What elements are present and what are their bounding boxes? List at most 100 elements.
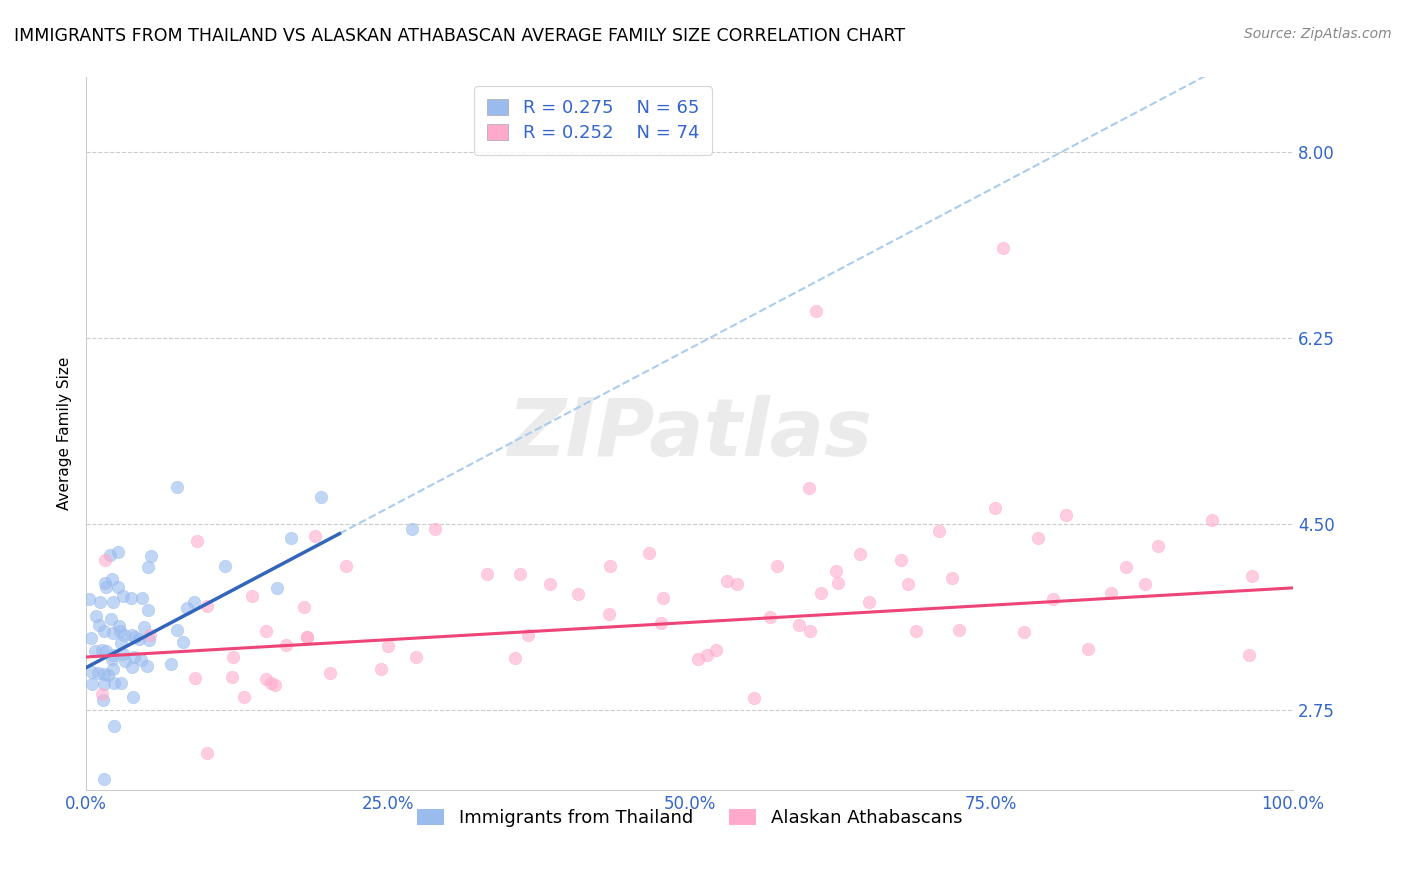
Point	[716, 574, 738, 588]
Point	[475, 566, 498, 581]
Point	[517, 627, 540, 641]
Point	[567, 587, 589, 601]
Point	[509, 566, 531, 581]
Point	[80, 631, 103, 645]
Point	[138, 628, 160, 642]
Point	[91, 643, 114, 657]
Point	[1115, 560, 1137, 574]
Point	[1201, 513, 1223, 527]
Legend: Immigrants from Thailand, Alaskan Athabascans: Immigrants from Thailand, Alaskan Athaba…	[411, 802, 969, 834]
Point	[122, 690, 145, 705]
Point	[292, 599, 315, 614]
Point	[254, 672, 277, 686]
Point	[1240, 569, 1263, 583]
Point	[377, 640, 399, 654]
Point	[129, 653, 152, 667]
Point	[136, 659, 159, 673]
Point	[599, 559, 621, 574]
Point	[1077, 642, 1099, 657]
Point	[405, 649, 427, 664]
Point	[101, 573, 124, 587]
Point	[184, 671, 207, 685]
Point	[101, 595, 124, 609]
Point	[221, 669, 243, 683]
Point	[166, 480, 188, 494]
Point	[652, 591, 675, 605]
Point	[1042, 592, 1064, 607]
Point	[103, 662, 125, 676]
Text: IMMIGRANTS FROM THAILAND VS ALASKAN ATHABASCAN AVERAGE FAMILY SIZE CORRELATION C: IMMIGRANTS FROM THAILAND VS ALASKAN ATHA…	[14, 27, 905, 45]
Point	[110, 636, 132, 650]
Point	[128, 632, 150, 646]
Point	[101, 652, 124, 666]
Point	[82, 665, 104, 679]
Point	[758, 610, 780, 624]
Point	[93, 667, 115, 681]
Point	[696, 648, 718, 662]
Point	[87, 617, 110, 632]
Point	[93, 772, 115, 787]
Point	[94, 553, 117, 567]
Point	[172, 635, 194, 649]
Point	[598, 607, 620, 622]
Point	[240, 589, 263, 603]
Point	[335, 558, 357, 573]
Point	[948, 623, 970, 637]
Point	[254, 624, 277, 638]
Point	[138, 633, 160, 648]
Point	[890, 553, 912, 567]
Point	[108, 619, 131, 633]
Point	[97, 668, 120, 682]
Point	[96, 644, 118, 658]
Point	[93, 624, 115, 638]
Point	[787, 617, 810, 632]
Point	[195, 599, 218, 613]
Point	[742, 691, 765, 706]
Point	[638, 546, 661, 560]
Point	[221, 650, 243, 665]
Point	[370, 663, 392, 677]
Point	[107, 544, 129, 558]
Point	[183, 595, 205, 609]
Point	[214, 558, 236, 573]
Point	[993, 241, 1015, 255]
Point	[1146, 539, 1168, 553]
Point	[120, 591, 142, 605]
Point	[101, 626, 124, 640]
Point	[280, 531, 302, 545]
Point	[84, 644, 107, 658]
Point	[319, 665, 342, 680]
Point	[166, 623, 188, 637]
Point	[825, 564, 848, 578]
Point	[297, 630, 319, 644]
Point	[195, 746, 218, 760]
Point	[295, 630, 318, 644]
Point	[111, 648, 134, 662]
Point	[263, 678, 285, 692]
Point	[423, 522, 446, 536]
Point	[84, 608, 107, 623]
Point	[810, 586, 832, 600]
Point	[983, 500, 1005, 515]
Point	[90, 687, 112, 701]
Point	[87, 665, 110, 680]
Point	[928, 524, 950, 539]
Point	[848, 547, 870, 561]
Point	[136, 603, 159, 617]
Point	[98, 548, 121, 562]
Point	[121, 660, 143, 674]
Point	[806, 304, 828, 318]
Point	[503, 651, 526, 665]
Point	[96, 580, 118, 594]
Point	[159, 657, 181, 671]
Point	[1237, 648, 1260, 663]
Point	[121, 628, 143, 642]
Y-axis label: Average Family Size: Average Family Size	[58, 357, 72, 510]
Point	[266, 581, 288, 595]
Point	[112, 628, 135, 642]
Point	[259, 675, 281, 690]
Point	[765, 559, 787, 574]
Point	[132, 620, 155, 634]
Point	[93, 677, 115, 691]
Point	[91, 693, 114, 707]
